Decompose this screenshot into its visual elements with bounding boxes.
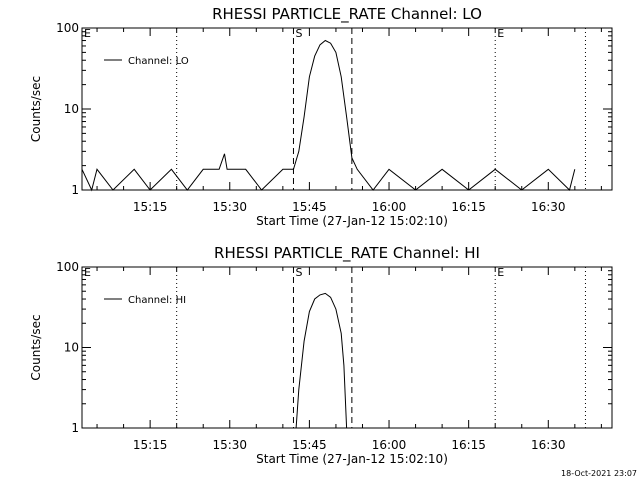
chart-panel-lo: RHESSI PARTICLE_RATE Channel: LO Start Ti… (29, 5, 613, 228)
x-tick-label: 15:15 (133, 438, 168, 452)
x-tick-label: 15:30 (212, 200, 247, 214)
x-tick-label: 16:30 (531, 438, 566, 452)
chart-panel-hi: RHESSI PARTICLE_RATE Channel: HI Start Ti… (29, 244, 613, 466)
y-axis-label: Counts/sec (29, 314, 43, 380)
x-tick-label: 15:45 (292, 200, 327, 214)
series-line-lo (81, 39, 576, 192)
x-tick-label: 16:15 (451, 200, 486, 214)
chart-title: RHESSI PARTICLE_RATE Channel: LO (212, 5, 482, 24)
event-marker-label: E (84, 266, 91, 279)
legend-entry: Channel: HI (128, 295, 186, 306)
x-axis-label: Start Time (27-Jan-12 15:02:10) (256, 452, 448, 466)
series-line-hi (295, 292, 348, 429)
plot-frame (81, 266, 613, 429)
x-tick-label: 16:15 (451, 438, 486, 452)
y-tick-label: 10 (64, 341, 79, 355)
event-marker-label: E (84, 27, 91, 40)
x-tick-label: 15:45 (292, 438, 327, 452)
y-tick-label: 10 (64, 102, 79, 116)
event-marker-label: S (295, 27, 302, 40)
x-axis-label: Start Time (27-Jan-12 15:02:10) (256, 214, 448, 228)
legend-entry: Channel: LO (128, 56, 189, 67)
y-tick-label: 1 (71, 421, 79, 435)
plot-frame (81, 27, 613, 191)
event-marker-label: E (497, 266, 504, 279)
y-tick-label: 100 (56, 21, 79, 35)
x-tick-label: 15:30 (212, 438, 247, 452)
chart-title: RHESSI PARTICLE_RATE Channel: HI (214, 244, 480, 263)
y-tick-label: 100 (56, 260, 79, 274)
x-tick-label: 16:30 (531, 200, 566, 214)
x-tick-label: 16:00 (372, 438, 407, 452)
event-marker-label: E (497, 27, 504, 40)
event-marker-label: S (295, 266, 302, 279)
x-tick-label: 16:00 (372, 200, 407, 214)
y-tick-label: 1 (71, 183, 79, 197)
y-axis-label: Counts/sec (29, 76, 43, 142)
x-tick-label: 15:15 (133, 200, 168, 214)
plot-timestamp: 18-Oct-2021 23:07 (561, 469, 637, 478)
